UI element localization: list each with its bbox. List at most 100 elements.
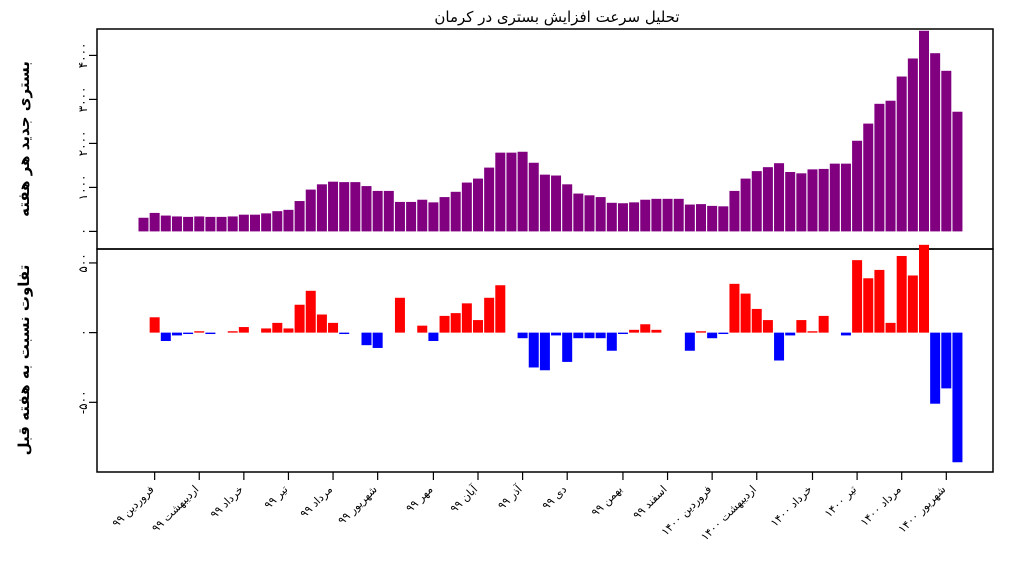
top-bar — [506, 152, 517, 232]
top-bar — [339, 182, 350, 232]
bottom-y-tick-label: ۰ — [76, 329, 90, 335]
top-bar — [361, 186, 372, 232]
top-bar — [796, 173, 807, 232]
top-bar — [629, 202, 640, 232]
top-bar — [907, 58, 918, 232]
bottom-bar — [751, 308, 762, 333]
bottom-bar — [149, 317, 160, 333]
top-bar — [283, 209, 294, 232]
bottom-bar — [796, 320, 807, 333]
bottom-bar — [205, 332, 216, 335]
top-bar — [417, 199, 428, 232]
bottom-bar — [651, 329, 662, 333]
top-bar — [305, 189, 316, 232]
bottom-bar — [294, 304, 305, 333]
top-bar — [874, 103, 885, 232]
top-bar — [450, 191, 461, 232]
bottom-bar — [361, 332, 372, 346]
bottom-bar — [194, 331, 205, 333]
top-bar — [294, 201, 305, 232]
top-bar — [272, 211, 283, 232]
top-bar — [651, 198, 662, 232]
bottom-bar — [473, 320, 483, 333]
bottom-y-tick-label: ۵۰۰ — [76, 253, 90, 272]
x-tick-label: تیر ۱۴۰۰ — [822, 483, 859, 520]
bottom-bar — [227, 331, 238, 333]
bottom-bar — [874, 269, 885, 333]
top-y-axis-label: بستری جدید هر هفته — [15, 61, 33, 217]
top-bar — [517, 151, 528, 232]
bottom-panel: -۵۰۰ ۰ ۵۰۰ — [76, 244, 994, 473]
top-bar — [818, 168, 829, 232]
top-bar — [205, 216, 216, 232]
top-bar — [584, 195, 595, 232]
x-tick-label: آذر ۹۹ — [495, 482, 526, 513]
top-bar — [250, 214, 260, 232]
top-bar — [484, 167, 495, 232]
bottom-bar — [696, 331, 706, 333]
top-bar — [930, 53, 941, 232]
bottom-bar — [238, 327, 249, 333]
bottom-bar — [439, 315, 450, 333]
bottom-bar — [863, 278, 874, 333]
top-bar — [718, 206, 729, 232]
top-bar — [261, 213, 272, 232]
top-bar — [539, 174, 550, 232]
top-y-tick-label: ۴۰۰۰ — [76, 43, 90, 69]
bottom-bar — [495, 285, 506, 333]
bottom-bar — [171, 332, 182, 336]
bottom-bar — [484, 297, 495, 333]
x-tick-label: مهر ۹۹ — [403, 483, 435, 515]
top-bar — [183, 216, 194, 232]
top-bar — [740, 178, 751, 232]
top-bar — [316, 184, 327, 232]
bottom-bar — [339, 332, 350, 335]
bottom-bar — [840, 332, 851, 336]
top-bar — [952, 111, 963, 232]
top-bar — [573, 193, 584, 232]
bottom-bar — [707, 332, 718, 339]
top-bar — [406, 201, 417, 232]
x-tick-label: مرداد ۱۴۰۰ — [858, 483, 904, 529]
bottom-bar — [316, 314, 327, 333]
bottom-bar — [573, 332, 584, 339]
bottom-bar — [740, 293, 751, 333]
bottom-bar — [517, 332, 528, 339]
top-bar — [662, 198, 673, 232]
top-bar — [640, 199, 651, 232]
top-y-tick-label: ۲۰۰۰ — [76, 131, 90, 157]
top-bar — [829, 163, 840, 232]
top-bar — [707, 205, 718, 232]
x-tick-label: فروردین ۹۹ — [110, 483, 157, 530]
top-bar — [896, 76, 907, 232]
top-bar — [394, 201, 405, 232]
bottom-bar — [450, 313, 461, 333]
top-bar — [673, 198, 684, 232]
bottom-bar — [183, 332, 194, 335]
top-bar — [863, 123, 874, 232]
top-bar — [696, 204, 706, 232]
bottom-bar — [595, 332, 606, 339]
x-tick-label: اسفند ۹۹ — [631, 483, 670, 522]
top-bar — [227, 216, 238, 232]
bottom-bar — [461, 303, 472, 333]
bottom-bar — [428, 332, 439, 341]
bottom-bar — [885, 322, 896, 333]
bottom-bar — [629, 329, 640, 333]
bottom-bar — [283, 328, 294, 333]
bottom-bar — [551, 332, 562, 336]
top-bar — [762, 167, 773, 232]
top-bar — [473, 178, 483, 232]
top-bar — [171, 216, 182, 232]
bottom-bar — [818, 315, 829, 333]
top-y-tick-label: ۰ — [76, 228, 90, 234]
bottom-bar — [562, 332, 573, 362]
top-bar — [328, 181, 339, 232]
bottom-bar — [919, 244, 929, 333]
bottom-bar — [852, 260, 863, 333]
top-bar — [439, 197, 450, 232]
x-tick-label: شهریور ۹۹ — [335, 483, 379, 527]
x-tick-label: خرداد ۱۴۰۰ — [768, 483, 815, 530]
bottom-y-tick-label: -۵۰۰ — [76, 390, 90, 414]
top-bar — [138, 217, 149, 232]
